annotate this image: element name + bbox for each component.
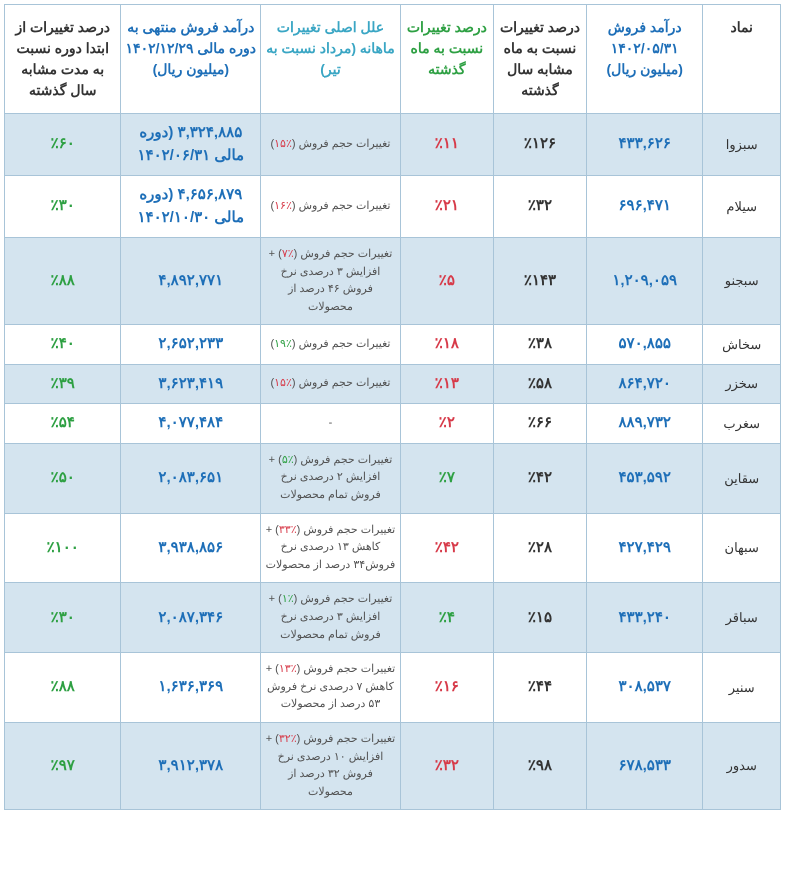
- header-row: نماد درآمد فروش ۱۴۰۲/۰۵/۳۱ (میلیون ریال)…: [5, 5, 781, 114]
- cell-reason: تغییرات حجم فروش (٪۱۵): [261, 364, 401, 404]
- header-revenue-ytd: درآمد فروش منتهی به دوره مالی ۱۴۰۲/۱۲/۲۹…: [121, 5, 261, 114]
- cell-pct-yoy: ٪۴۴: [493, 653, 586, 723]
- cell-revenue-ytd: ۱,۶۳۶,۳۶۹: [121, 653, 261, 723]
- cell-reason: تغییرات حجم فروش (٪۱۶): [261, 176, 401, 238]
- cell-revenue: ۸۶۴,۷۲۰: [587, 364, 703, 404]
- header-revenue: درآمد فروش ۱۴۰۲/۰۵/۳۱ (میلیون ریال): [587, 5, 703, 114]
- cell-pct-mom: ٪۷: [400, 443, 493, 513]
- cell-pct-mom: ٪۲: [400, 404, 493, 444]
- cell-pct-ytd: ٪۵۰: [5, 443, 121, 513]
- cell-revenue: ۵۷۰,۸۵۵: [587, 325, 703, 365]
- cell-revenue: ۴۲۷,۴۲۹: [587, 513, 703, 583]
- cell-pct-yoy: ٪۳۸: [493, 325, 586, 365]
- cell-symbol: سقاین: [703, 443, 781, 513]
- table-row: سخزر۸۶۴,۷۲۰٪۵۸٪۱۳تغییرات حجم فروش (٪۱۵)۳…: [5, 364, 781, 404]
- cell-pct-ytd: ٪۸۸: [5, 653, 121, 723]
- table-row: سخاش۵۷۰,۸۵۵٪۳۸٪۱۸تغییرات حجم فروش (٪۱۹)۲…: [5, 325, 781, 365]
- cell-pct-ytd: ٪۹۷: [5, 723, 121, 810]
- cell-revenue: ۴۳۳,۶۲۶: [587, 114, 703, 176]
- table-row: سبجنو۱,۲۰۹,۰۵۹٪۱۴۳٪۵تغییرات حجم فروش (٪۷…: [5, 238, 781, 325]
- cell-symbol: سدور: [703, 723, 781, 810]
- cell-symbol: سیلام: [703, 176, 781, 238]
- cell-symbol: سنیر: [703, 653, 781, 723]
- cell-pct-mom: ٪۳۲: [400, 723, 493, 810]
- table-row: سباقر۴۳۳,۲۴۰٪۱۵٪۴تغییرات حجم فروش (٪۱) +…: [5, 583, 781, 653]
- cell-pct-yoy: ٪۱۴۳: [493, 238, 586, 325]
- cell-pct-mom: ٪۴: [400, 583, 493, 653]
- cell-reason: تغییرات حجم فروش (٪۳۳) + کاهش ۱۳ درصدی ن…: [261, 513, 401, 583]
- cell-pct-yoy: ٪۶۶: [493, 404, 586, 444]
- cell-reason: تغییرات حجم فروش (٪۱۵): [261, 114, 401, 176]
- cell-pct-ytd: ٪۳۰: [5, 583, 121, 653]
- cell-pct-ytd: ٪۳۰: [5, 176, 121, 238]
- cell-revenue-ytd: ۳,۶۲۳,۴۱۹: [121, 364, 261, 404]
- header-pct-mom: درصد تغییرات نسبت به ماه گذشته: [400, 5, 493, 114]
- cell-revenue-ytd: ۳,۹۱۲,۳۷۸: [121, 723, 261, 810]
- table-row: سغرب۸۸۹,۷۳۲٪۶۶٪۲-۴,۰۷۷,۴۸۴٪۵۴: [5, 404, 781, 444]
- table-row: سقاین۴۵۳,۵۹۲٪۴۲٪۷تغییرات حجم فروش (٪۵) +…: [5, 443, 781, 513]
- table-row: سنیر۳۰۸,۵۳۷٪۴۴٪۱۶تغییرات حجم فروش (٪۱۳) …: [5, 653, 781, 723]
- cell-revenue-ytd: ۴,۸۹۲,۷۷۱: [121, 238, 261, 325]
- cell-pct-yoy: ٪۱۵: [493, 583, 586, 653]
- cell-pct-ytd: ٪۱۰۰: [5, 513, 121, 583]
- cell-pct-ytd: ٪۳۹: [5, 364, 121, 404]
- cell-revenue-ytd: ۳,۹۳۸,۸۵۶: [121, 513, 261, 583]
- cell-revenue: ۳۰۸,۵۳۷: [587, 653, 703, 723]
- cell-pct-mom: ٪۱۳: [400, 364, 493, 404]
- header-pct-yoy: درصد تغییرات نسبت به ماه مشابه سال گذشته: [493, 5, 586, 114]
- cell-pct-ytd: ٪۸۸: [5, 238, 121, 325]
- cell-revenue: ۸۸۹,۷۳۲: [587, 404, 703, 444]
- cell-pct-ytd: ٪۶۰: [5, 114, 121, 176]
- cell-reason: تغییرات حجم فروش (٪۷) + افزایش ۳ درصدی ن…: [261, 238, 401, 325]
- cell-pct-mom: ٪۲۱: [400, 176, 493, 238]
- cell-revenue-ytd: ۲,۰۸۳,۶۵۱: [121, 443, 261, 513]
- cell-revenue-ytd: ۴,۰۷۷,۴۸۴: [121, 404, 261, 444]
- cell-reason: تغییرات حجم فروش (٪۱۳) + کاهش ۷ درصدی نر…: [261, 653, 401, 723]
- cell-revenue-ytd: ۲,۰۸۷,۳۴۶: [121, 583, 261, 653]
- cell-symbol: سغرب: [703, 404, 781, 444]
- cell-pct-yoy: ٪۵۸: [493, 364, 586, 404]
- header-pct-ytd: درصد تغییرات از ابتدا دوره نسبت به مدت م…: [5, 5, 121, 114]
- table-row: سدور۶۷۸,۵۳۳٪۹۸٪۳۲تغییرات حجم فروش (٪۳۲) …: [5, 723, 781, 810]
- cell-revenue: ۱,۲۰۹,۰۵۹: [587, 238, 703, 325]
- cell-pct-mom: ٪۴۲: [400, 513, 493, 583]
- cell-revenue-ytd: ۲,۶۵۲,۲۳۳: [121, 325, 261, 365]
- header-symbol: نماد: [703, 5, 781, 114]
- cell-symbol: سخاش: [703, 325, 781, 365]
- cell-pct-yoy: ٪۲۸: [493, 513, 586, 583]
- cell-pct-mom: ٪۱۱: [400, 114, 493, 176]
- table-row: سبهان۴۲۷,۴۲۹٪۲۸٪۴۲تغییرات حجم فروش (٪۳۳)…: [5, 513, 781, 583]
- cell-reason: تغییرات حجم فروش (٪۱۹): [261, 325, 401, 365]
- table-row: سیلام۶۹۶,۴۷۱٪۳۲٪۲۱تغییرات حجم فروش (٪۱۶)…: [5, 176, 781, 238]
- cell-pct-mom: ٪۱۸: [400, 325, 493, 365]
- cell-reason: تغییرات حجم فروش (٪۱) + افزایش ۳ درصدی ن…: [261, 583, 401, 653]
- cell-revenue: ۴۵۳,۵۹۲: [587, 443, 703, 513]
- cell-symbol: سبجنو: [703, 238, 781, 325]
- sales-table: نماد درآمد فروش ۱۴۰۲/۰۵/۳۱ (میلیون ریال)…: [4, 4, 781, 810]
- cell-revenue: ۶۹۶,۴۷۱: [587, 176, 703, 238]
- cell-revenue-ytd: ۴,۶۵۶,۸۷۹ (دوره مالی ۱۴۰۲/۱۰/۳۰: [121, 176, 261, 238]
- cell-pct-mom: ٪۵: [400, 238, 493, 325]
- cell-pct-ytd: ٪۴۰: [5, 325, 121, 365]
- cell-revenue: ۶۷۸,۵۳۳: [587, 723, 703, 810]
- cell-pct-mom: ٪۱۶: [400, 653, 493, 723]
- header-reason: علل اصلی تغییرات ماهانه (مرداد نسبت به ت…: [261, 5, 401, 114]
- table-body: سبزوا۴۳۳,۶۲۶٪۱۲۶٪۱۱تغییرات حجم فروش (٪۱۵…: [5, 114, 781, 810]
- table-row: سبزوا۴۳۳,۶۲۶٪۱۲۶٪۱۱تغییرات حجم فروش (٪۱۵…: [5, 114, 781, 176]
- cell-reason: -: [261, 404, 401, 444]
- cell-revenue: ۴۳۳,۲۴۰: [587, 583, 703, 653]
- cell-pct-yoy: ٪۳۲: [493, 176, 586, 238]
- cell-symbol: سخزر: [703, 364, 781, 404]
- cell-symbol: سباقر: [703, 583, 781, 653]
- cell-symbol: سبهان: [703, 513, 781, 583]
- cell-pct-yoy: ٪۴۲: [493, 443, 586, 513]
- cell-symbol: سبزوا: [703, 114, 781, 176]
- cell-pct-ytd: ٪۵۴: [5, 404, 121, 444]
- cell-pct-yoy: ٪۱۲۶: [493, 114, 586, 176]
- cell-revenue-ytd: ۳,۳۲۴,۸۸۵ (دوره مالی ۱۴۰۲/۰۶/۳۱: [121, 114, 261, 176]
- cell-pct-yoy: ٪۹۸: [493, 723, 586, 810]
- cell-reason: تغییرات حجم فروش (٪۵) + افزایش ۲ درصدی ن…: [261, 443, 401, 513]
- cell-reason: تغییرات حجم فروش (٪۳۲) + افزایش ۱۰ درصدی…: [261, 723, 401, 810]
